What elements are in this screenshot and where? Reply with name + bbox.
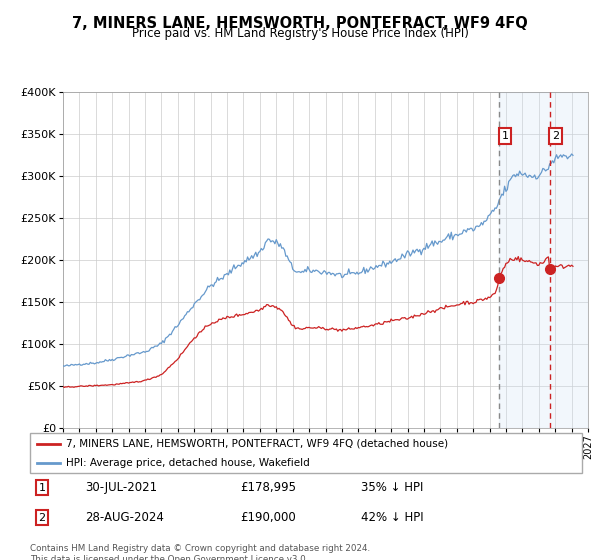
Text: 1: 1 xyxy=(502,131,509,141)
Text: 7, MINERS LANE, HEMSWORTH, PONTEFRACT, WF9 4FQ (detached house): 7, MINERS LANE, HEMSWORTH, PONTEFRACT, W… xyxy=(66,439,448,449)
Text: £178,995: £178,995 xyxy=(240,481,296,494)
Text: Price paid vs. HM Land Registry's House Price Index (HPI): Price paid vs. HM Land Registry's House … xyxy=(131,27,469,40)
Text: 1: 1 xyxy=(38,483,46,493)
Text: HPI: Average price, detached house, Wakefield: HPI: Average price, detached house, Wake… xyxy=(66,458,310,468)
Text: 30-JUL-2021: 30-JUL-2021 xyxy=(85,481,157,494)
Text: 42% ↓ HPI: 42% ↓ HPI xyxy=(361,511,424,524)
Text: 35% ↓ HPI: 35% ↓ HPI xyxy=(361,481,424,494)
Text: £190,000: £190,000 xyxy=(240,511,296,524)
Text: Contains HM Land Registry data © Crown copyright and database right 2024.
This d: Contains HM Land Registry data © Crown c… xyxy=(30,544,370,560)
Text: 2: 2 xyxy=(552,131,559,141)
Text: 7, MINERS LANE, HEMSWORTH, PONTEFRACT, WF9 4FQ: 7, MINERS LANE, HEMSWORTH, PONTEFRACT, W… xyxy=(72,16,528,31)
Text: 2: 2 xyxy=(38,513,46,523)
Bar xyxy=(550,92,588,428)
Bar xyxy=(499,92,588,428)
Text: 28-AUG-2024: 28-AUG-2024 xyxy=(85,511,164,524)
